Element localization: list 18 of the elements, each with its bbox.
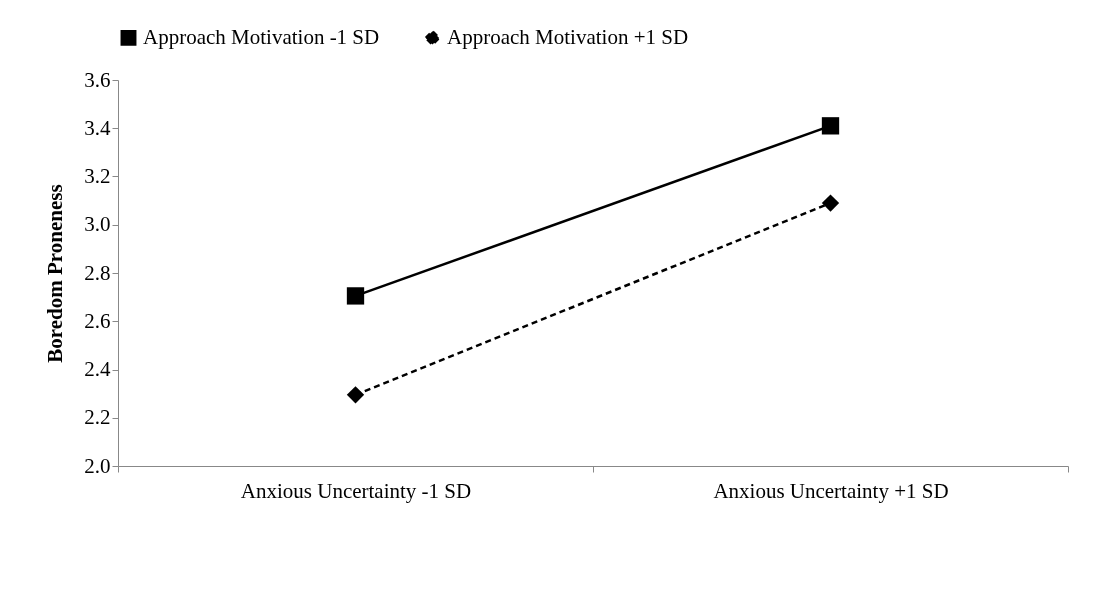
y-tick-label: 3.4 [84, 115, 111, 140]
y-tick-label: 2.2 [84, 405, 111, 430]
point [346, 287, 365, 305]
x-tick-label: Anxious Uncertainty +1 SD [713, 478, 949, 503]
y-tick-label: 2.4 [84, 357, 111, 381]
y-tick-label: 2.0 [84, 453, 111, 478]
point [821, 117, 840, 135]
legend-label: Approach Motivation -1 SD [143, 24, 380, 49]
point [821, 194, 840, 212]
y-tick-label: 2.6 [84, 308, 111, 333]
x-tick-label: Anxious Uncertainty -1 SD [240, 478, 472, 503]
y-tick-label: 3.6 [84, 67, 111, 92]
y-tick-label: 2.8 [84, 260, 111, 285]
legend-label: Approach Motivation +1 SD [447, 24, 689, 49]
y-tick-label: 3.0 [84, 212, 111, 237]
y-tick-label: 3.2 [84, 164, 111, 188]
point [346, 386, 365, 404]
y-axis-title: Boredom Proneness [43, 184, 68, 363]
